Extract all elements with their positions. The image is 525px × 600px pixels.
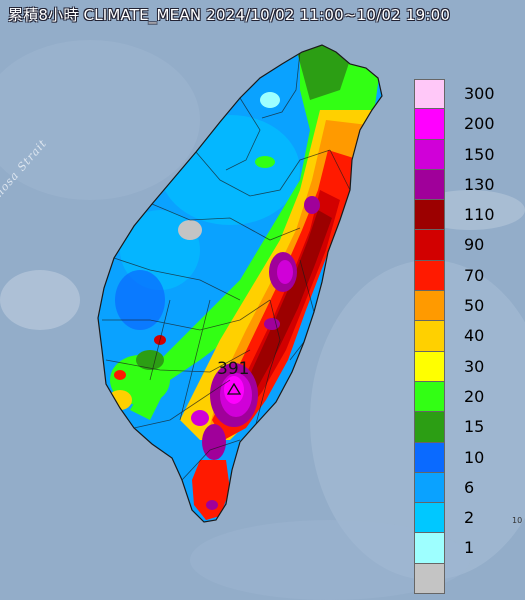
legend-label: 110	[464, 205, 495, 225]
legend-label: 40	[464, 326, 485, 346]
legend-row: 15	[414, 412, 514, 443]
legend-swatch	[414, 109, 445, 140]
legend-swatch	[414, 442, 445, 473]
legend-row: 300	[414, 79, 514, 110]
legend-label: 130	[464, 174, 495, 194]
max-rainfall-value: 391	[217, 359, 250, 379]
legend-row: 130	[414, 169, 514, 201]
legend-swatch	[414, 533, 445, 564]
legend-label: 2	[464, 508, 475, 528]
legend-swatch	[414, 321, 445, 352]
legend-label: 300	[464, 84, 495, 103]
legend-label: 10	[464, 447, 485, 467]
legend-swatch	[414, 381, 445, 413]
rainfall-legend: 300 200 150 130 110 90 70 50 40 30 20 15 10 6 2 1	[414, 79, 514, 595]
legend-row: 30	[414, 351, 514, 382]
legend-swatch	[414, 139, 445, 170]
max-location-triangle-icon	[227, 383, 241, 395]
legend-swatch	[414, 351, 445, 382]
legend-label: 30	[464, 356, 485, 376]
legend-row: 90	[414, 230, 514, 261]
legend-row: 50	[414, 291, 514, 322]
legend-label: 50	[464, 296, 485, 316]
legend-label: 70	[464, 265, 485, 285]
legend-row: 6	[414, 472, 514, 504]
legend-label: 200	[464, 114, 495, 134]
legend-row: 40	[414, 321, 514, 352]
map-title: 累積8小時 CLIMATE_MEAN 2024/10/02 11:00~10/0…	[8, 6, 451, 24]
title-bar: 累積8小時 CLIMATE_MEAN 2024/10/02 11:00~10/0…	[0, 0, 525, 30]
legend-row: 2	[414, 503, 514, 534]
legend-swatch	[414, 79, 445, 110]
legend-label: 15	[464, 417, 485, 437]
legend-swatch	[414, 291, 445, 322]
legend-row: 200	[414, 109, 514, 140]
legend-swatch	[414, 412, 445, 443]
corner-label: 10	[512, 516, 523, 525]
legend-label: 1	[464, 538, 475, 558]
legend-swatch	[414, 503, 445, 534]
legend-row: 20	[414, 381, 514, 413]
legend-swatch	[414, 200, 445, 231]
legend-swatch	[414, 563, 445, 595]
legend-swatch	[414, 260, 445, 292]
legend-row: 110	[414, 200, 514, 231]
legend-swatch	[414, 169, 445, 201]
legend-label: 6	[464, 477, 475, 497]
legend-label: 20	[464, 386, 485, 406]
legend-row: 1	[414, 533, 514, 564]
legend-row: 10	[414, 442, 514, 473]
legend-swatch	[414, 230, 445, 261]
legend-row: 150	[414, 139, 514, 170]
legend-row	[414, 563, 514, 595]
legend-label: 90	[464, 235, 485, 255]
legend-label: 150	[464, 144, 495, 164]
legend-swatch	[414, 472, 445, 504]
legend-row: 70	[414, 260, 514, 292]
